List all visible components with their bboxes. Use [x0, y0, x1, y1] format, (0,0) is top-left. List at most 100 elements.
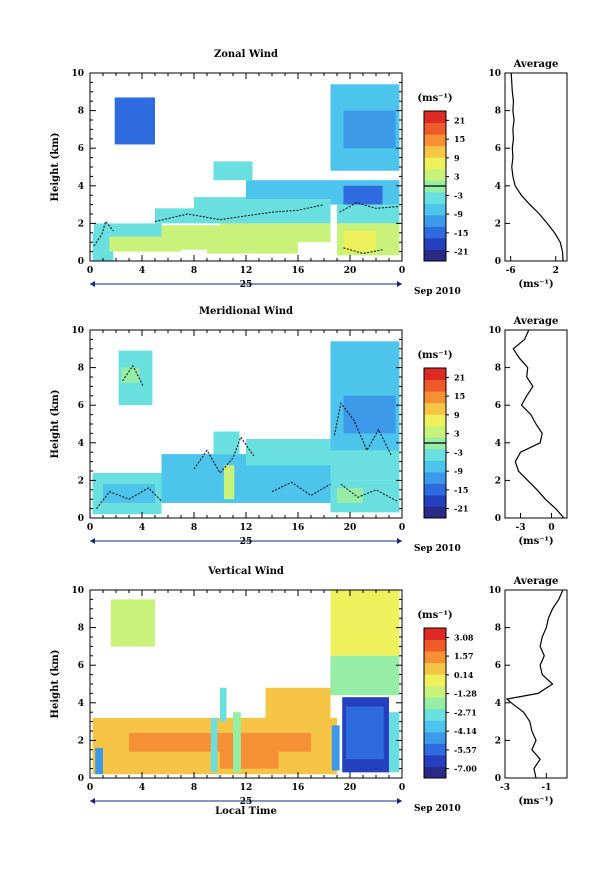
- day-span-arrow: [90, 538, 95, 544]
- x-tick-label: 12: [240, 783, 253, 793]
- colorbar-tick-label: 0.14: [454, 670, 474, 680]
- colorbar-segment: [424, 134, 446, 147]
- y-tick-label: 10: [71, 326, 84, 336]
- heatmap-cell: [210, 717, 218, 773]
- month-label: Sep 2010: [414, 287, 461, 297]
- heatmap-cell: [220, 687, 227, 722]
- colorbar-unit: (ms⁻¹): [417, 350, 452, 361]
- colorbar-segment: [424, 471, 446, 484]
- colorbar-tick-label: -9: [454, 209, 463, 219]
- colorbar-tick-label: -9: [454, 466, 463, 476]
- heatmap-cell: [330, 450, 400, 481]
- colorbar-segment: [424, 157, 446, 170]
- y-tick-label: 4: [78, 699, 84, 709]
- colorbar-segment: [424, 425, 446, 438]
- y-tick-label: 8: [78, 624, 84, 634]
- colorbar-segment: [424, 483, 446, 496]
- colorbar-segment: [424, 237, 446, 250]
- day-span-arrow: [90, 798, 95, 804]
- heatmap-cells: [92, 84, 400, 261]
- profile-y-tick-label: 4: [495, 182, 501, 192]
- colorbar-tick-label: -5.57: [454, 745, 477, 755]
- colorbar-segment: [424, 743, 446, 756]
- colorbar-tick-label: -21: [454, 247, 468, 257]
- x-tick-label: 4: [139, 266, 145, 276]
- day-span-arrow: [397, 538, 402, 544]
- heatmap-cell: [93, 223, 162, 239]
- panel-title: Zonal Wind: [214, 49, 278, 60]
- colorbar-tick-label: 9: [454, 153, 460, 163]
- colorbar-segment: [424, 662, 446, 675]
- x-tick-label: 0: [399, 783, 405, 793]
- colorbar-tick-label: -7.00: [454, 764, 477, 774]
- zero-contour: [340, 483, 398, 502]
- profile-line: [510, 72, 564, 262]
- colorbar-tick-label: 21: [454, 115, 465, 125]
- colorbar-segment: [424, 111, 446, 124]
- x-tick-label: 4: [139, 783, 145, 793]
- heatmap-cell: [121, 367, 140, 383]
- colorbar-segment: [424, 448, 446, 461]
- colorbar-segment: [424, 460, 446, 473]
- colorbar-tick-label: -15: [454, 485, 468, 495]
- heatmap-cell: [330, 655, 400, 696]
- colorbar-segment: [424, 203, 446, 216]
- heatmap-cell: [343, 395, 396, 434]
- profile-y-tick-label: 10: [488, 69, 501, 79]
- profile-y-tick-label: 2: [495, 219, 501, 229]
- profile-title: Average: [513, 316, 559, 327]
- x-tick-label: 16: [292, 783, 305, 793]
- heatmap-cell: [330, 590, 400, 656]
- heatmap-cell: [233, 712, 241, 773]
- heatmap-cell: [213, 161, 253, 181]
- y-tick-label: 6: [78, 401, 84, 411]
- heatmap-cell: [207, 240, 298, 254]
- x-tick-label: 20: [344, 266, 357, 276]
- zero-contour: [96, 487, 162, 509]
- colorbar-tick-label: -21: [454, 504, 468, 514]
- colorbar-tick-label: -1.28: [454, 689, 477, 699]
- day-label: 25: [240, 280, 253, 290]
- x-tick-label: 8: [191, 523, 197, 533]
- colorbar-tick-label: 3: [454, 172, 460, 182]
- profile-y-tick-label: 0: [495, 257, 501, 267]
- x-tick-label: 0: [399, 523, 405, 533]
- heatmap-cell: [194, 197, 331, 211]
- day-span-arrow: [397, 798, 402, 804]
- heatmap-cell: [337, 204, 400, 224]
- colorbar-segment: [424, 145, 446, 158]
- colorbar-segment: [424, 402, 446, 415]
- y-tick-label: 0: [78, 257, 84, 267]
- heatmap-cell: [114, 97, 155, 145]
- profile-x-tick-label: -1: [541, 783, 551, 793]
- colorbar-tick-label: 15: [454, 134, 465, 144]
- profile-y-tick-label: 6: [495, 401, 501, 411]
- colorbar-segment: [424, 214, 446, 227]
- colorbar-tick-label: -2.71: [454, 707, 477, 717]
- heatmap-cell: [95, 747, 103, 775]
- profile-y-tick-label: 2: [495, 736, 501, 746]
- colorbar-segment: [424, 708, 446, 721]
- heatmap-cell: [110, 599, 155, 647]
- heatmap-cell: [331, 725, 340, 771]
- colorbar-segment: [424, 191, 446, 204]
- y-tick-label: 0: [78, 514, 84, 524]
- profile-y-tick-label: 8: [495, 107, 501, 117]
- x-axis-label: Local Time: [215, 806, 277, 817]
- y-tick-label: 10: [71, 69, 84, 79]
- colorbar-segment: [424, 639, 446, 652]
- month-label: Sep 2010: [414, 544, 461, 554]
- heatmap-cell: [213, 431, 240, 455]
- x-tick-label: 0: [87, 266, 93, 276]
- profile-y-tick-label: 0: [495, 514, 501, 524]
- heatmap-cell: [337, 487, 363, 503]
- y-tick-label: 4: [78, 182, 84, 192]
- colorbar-tick-label: 3.08: [454, 632, 474, 642]
- profile-y-tick-label: 6: [495, 144, 501, 154]
- zero-contour: [122, 364, 144, 387]
- y-axis-label: Height (km): [50, 390, 61, 459]
- y-tick-label: 2: [78, 476, 84, 486]
- colorbar-tick-label: -3: [454, 190, 463, 200]
